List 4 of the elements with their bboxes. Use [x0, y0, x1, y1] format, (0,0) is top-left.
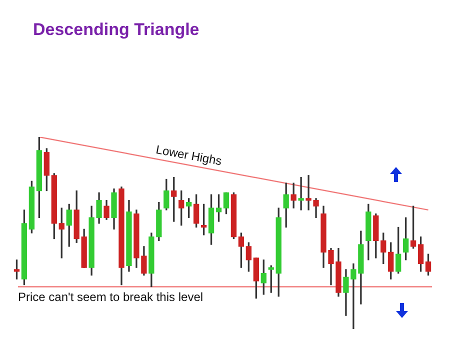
ref-line-label: Price can't seem to break this level: [18, 290, 204, 304]
annotation: Lower Highs: [154, 142, 223, 168]
chart-title: Descending Triangle: [33, 20, 200, 40]
candlestick: [298, 176, 304, 210]
